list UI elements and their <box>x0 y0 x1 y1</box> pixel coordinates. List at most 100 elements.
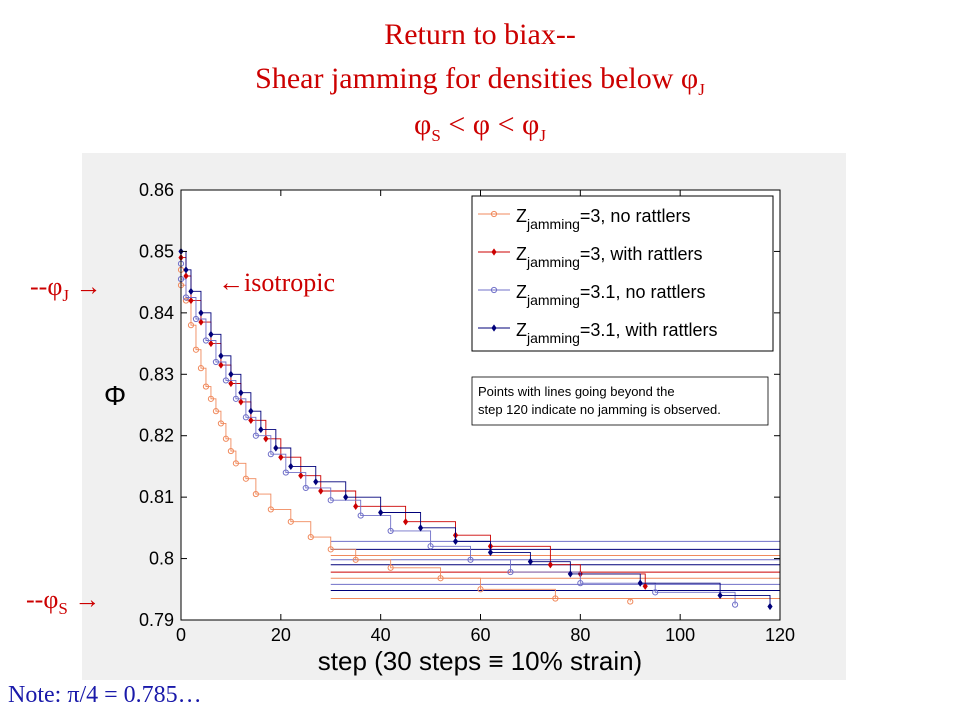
phi-s-label: --φS → <box>26 585 101 619</box>
y-axis-label: Φ <box>104 380 126 411</box>
data-point <box>318 487 324 495</box>
data-point <box>187 322 195 329</box>
data-point <box>767 602 773 611</box>
data-point <box>527 558 534 566</box>
y-tick-label: 0.81 <box>139 487 174 507</box>
data-point <box>642 582 648 590</box>
data-point <box>298 472 304 480</box>
legend-label: Zjamming=3, with rattlers <box>516 244 702 270</box>
data-point <box>352 556 359 563</box>
series-line <box>180 269 631 602</box>
data-point <box>637 579 643 587</box>
y-tick-label: 0.85 <box>139 241 174 261</box>
data-point <box>437 575 444 582</box>
data-point <box>232 395 240 402</box>
data-point <box>198 309 204 317</box>
data-point <box>327 497 334 504</box>
data-point <box>567 570 573 578</box>
data-point <box>467 556 474 563</box>
slide-title-line2: Shear jamming for densities below φJ <box>255 62 705 99</box>
data-point <box>577 580 584 587</box>
data-point <box>202 337 210 344</box>
legend-box <box>471 195 774 352</box>
tick-layer: 0 20 40 60 80 100 120 0.79 0.8 0.81 0.82 0.83 0.84 0.… <box>139 180 795 645</box>
data-point <box>452 537 459 545</box>
legend: Zjamming=3, no rattlers Zjamming=3, with … <box>471 195 774 352</box>
legend-items: Zjamming=3, no rattlers Zjamming=3, with … <box>478 206 717 346</box>
data-point <box>217 420 225 427</box>
data-point <box>238 389 244 397</box>
data-point <box>288 462 294 471</box>
x-tick-label: 40 <box>371 625 391 645</box>
data-point <box>717 591 723 600</box>
data-point <box>507 568 514 576</box>
slide-title-line1: Return to biax-- <box>384 18 576 51</box>
x-tick-label: 100 <box>665 625 695 645</box>
annotation-frame <box>471 376 769 426</box>
data-point <box>327 546 334 553</box>
legend-swatch-marker <box>490 286 498 294</box>
data-point <box>183 266 189 274</box>
data-point <box>188 287 194 295</box>
data-point <box>427 543 434 550</box>
legend-entry-1: Zjamming=3, no rattlers <box>478 206 690 232</box>
x-tick-label: 60 <box>470 625 490 645</box>
data-point <box>242 475 249 482</box>
data-point <box>387 527 394 535</box>
data-point <box>182 294 190 301</box>
data-point <box>222 435 230 442</box>
data-point <box>248 416 254 424</box>
x-tick-label: 20 <box>271 625 291 645</box>
series-4 <box>178 247 773 611</box>
data-point <box>228 370 234 378</box>
legend-swatch-marker <box>491 324 497 332</box>
data-point <box>212 408 220 415</box>
data-point <box>222 377 230 384</box>
data-point <box>258 425 264 434</box>
data-point <box>263 435 269 443</box>
data-point <box>627 598 634 605</box>
data-point <box>378 508 384 517</box>
slide-title-line3: φS < φ < φJ <box>414 108 546 145</box>
annotation-line-2: step 120 indicate no jamming is observed… <box>478 402 721 417</box>
y-tick-label: 0.83 <box>139 364 174 384</box>
legend-label: Zjamming=3.1, with rattlers <box>516 320 717 346</box>
data-point <box>238 398 244 406</box>
data-point <box>418 524 424 532</box>
annotation-line-1: Points with lines going beyond the <box>478 384 675 399</box>
data-point <box>387 564 394 571</box>
x-tick-label: 120 <box>765 625 795 645</box>
data-point <box>207 395 215 402</box>
data-point <box>208 330 214 338</box>
data-point <box>278 453 284 461</box>
data-point <box>232 460 240 467</box>
y-tick-label: 0.84 <box>139 303 174 323</box>
isotropic-label: ←isotropic <box>218 268 335 297</box>
legend-entry-2: Zjamming=3, with rattlers <box>478 244 702 270</box>
data-point <box>183 272 189 280</box>
data-point <box>252 490 259 498</box>
x-axis-label: step (30 steps ≡ 10% strain) <box>318 646 642 676</box>
data-point <box>287 518 294 525</box>
y-tick-label: 0.86 <box>139 180 174 200</box>
data-point <box>212 358 220 366</box>
x-tick-label: 0 <box>176 625 186 645</box>
data-point <box>197 365 205 372</box>
data-point <box>218 352 224 360</box>
data-point <box>487 548 494 557</box>
data-point <box>357 512 364 519</box>
data-point <box>192 315 200 323</box>
series-line <box>180 263 736 605</box>
data-point <box>227 447 235 455</box>
data-point <box>202 383 210 390</box>
legend-entry-4: Zjamming=3.1, with rattlers <box>478 320 717 346</box>
y-tick-label: 0.8 <box>149 549 174 569</box>
legend-swatch-marker <box>490 210 498 218</box>
data-point <box>477 586 484 593</box>
data-point <box>198 318 204 326</box>
legend-entry-3: Zjamming=3.1, no rattlers <box>478 282 705 308</box>
data-point <box>547 561 553 569</box>
series-layer <box>177 247 780 611</box>
data-point <box>228 379 234 388</box>
